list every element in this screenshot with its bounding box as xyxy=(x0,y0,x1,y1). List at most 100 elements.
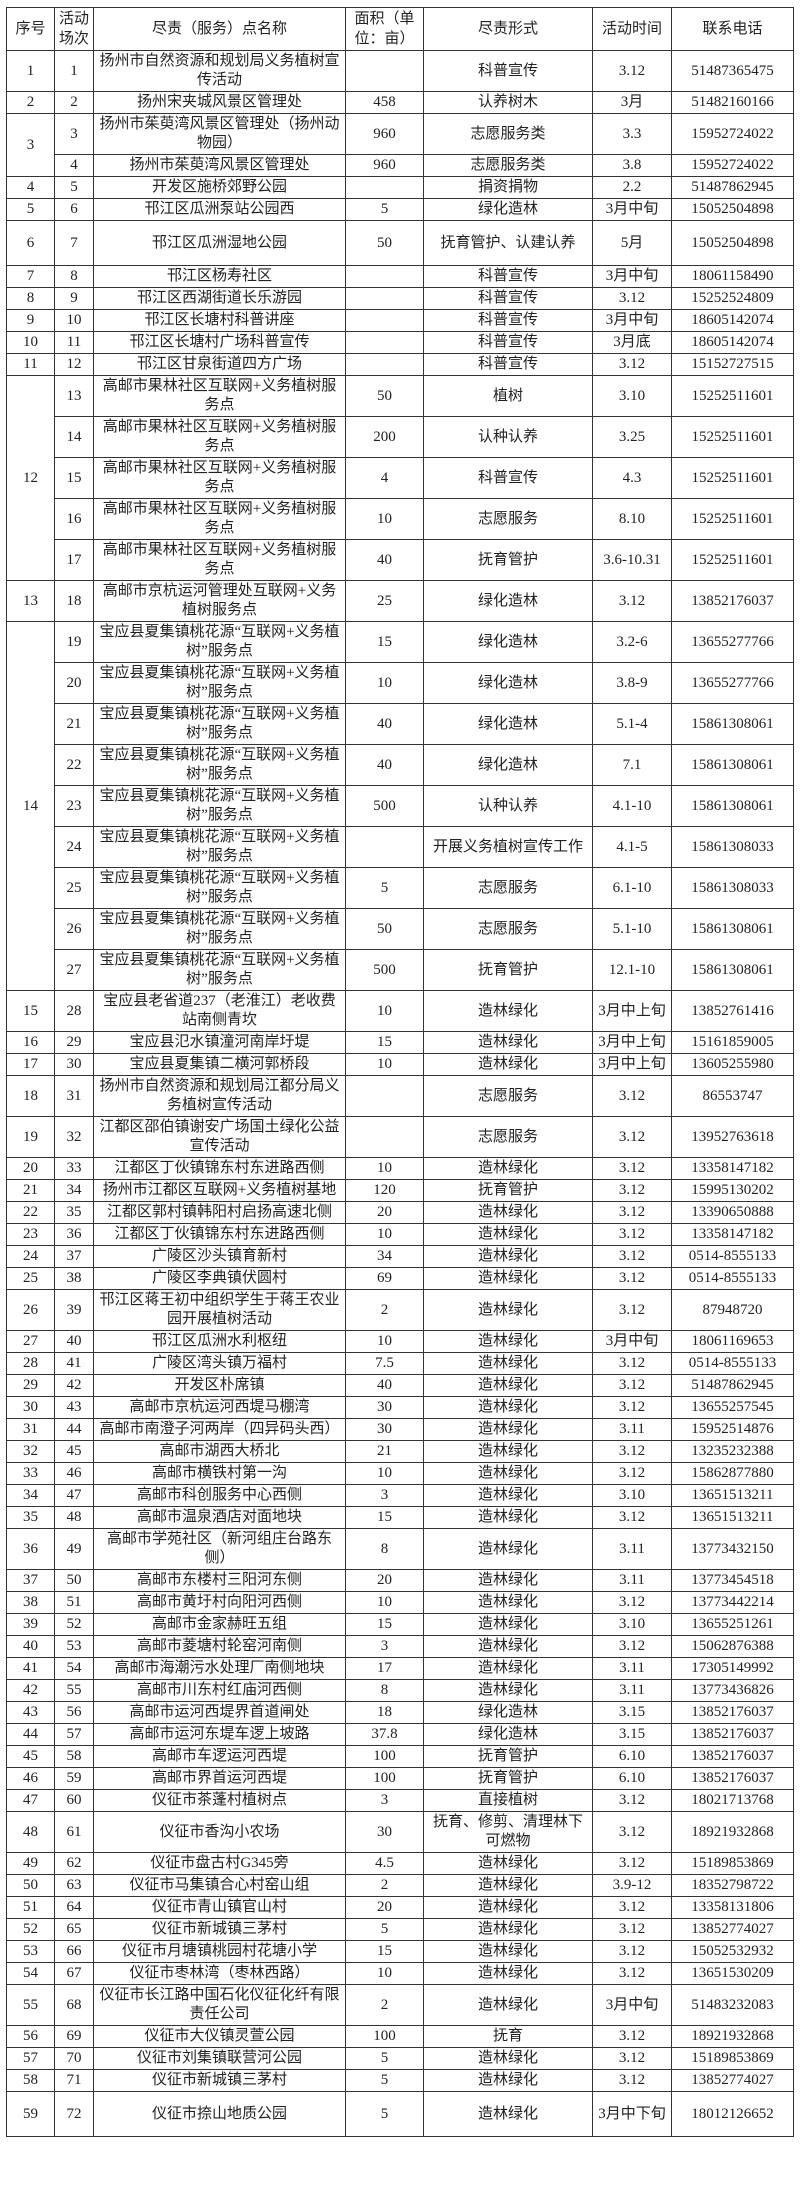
table-row: 49 62 仪征市盘古村G345旁 4.5 造林绿化 3.12 15189853869 xyxy=(6,1852,794,1875)
header-phone: 联系电话 xyxy=(671,7,794,51)
cell-activity-no: 52 xyxy=(54,1613,94,1636)
cell-activity-no: 71 xyxy=(54,2069,94,2092)
cell-area: 5 xyxy=(345,1918,424,1941)
cell-seq: 14 xyxy=(6,621,55,991)
cell-activity-no: 69 xyxy=(54,2025,94,2048)
cell-phone: 18012126652 xyxy=(671,2091,794,2137)
cell-form: 认养树木 xyxy=(423,91,593,114)
cell-phone: 13773436826 xyxy=(671,1679,794,1702)
cell-area: 20 xyxy=(345,1569,424,1592)
table-row: 15 28 宝应县老省道237（老淮江）老收费站南侧青坎 10 造林绿化 3月中上旬 138… xyxy=(6,990,794,1032)
cell-area xyxy=(345,826,424,868)
cell-activity-no: 35 xyxy=(54,1201,94,1224)
table-row: 24 宝应县夏集镇桃花源“互联网+义务植树”服务点 开展义务植树宣传工作 4.1-5 1… xyxy=(7,826,794,868)
cell-phone: 13605255980 xyxy=(671,1053,794,1076)
cell-area: 5 xyxy=(345,2047,424,2070)
cell-site-name: 宝应县氾水镇潼河南岸圩堤 xyxy=(93,1031,346,1054)
cell-phone: 13952763618 xyxy=(671,1116,794,1158)
cell-area: 200 xyxy=(345,416,424,458)
cell-seq: 43 xyxy=(6,1701,55,1724)
table-row: 28 41 广陵区湾头镇万福村 7.5 造林绿化 3.12 0514-8555133 xyxy=(6,1352,794,1375)
cell-phone: 13852176037 xyxy=(671,1723,794,1746)
table-row: 41 54 高邮市海潮污水处理厂南侧地块 17 造林绿化 3.11 17305149992 xyxy=(6,1657,794,1680)
cell-site-name: 高邮市川东村红庙河西侧 xyxy=(93,1679,346,1702)
cell-area xyxy=(345,50,424,92)
cell-activity-no: 44 xyxy=(54,1418,94,1441)
cell-site-name: 宝应县夏集镇桃花源“互联网+义务植树”服务点 xyxy=(93,785,346,827)
header-seq: 序号 xyxy=(6,7,55,51)
cell-time: 3.12 xyxy=(592,1245,672,1268)
table-row: 25 宝应县夏集镇桃花源“互联网+义务植树”服务点 5 志愿服务 6.1-10 15861… xyxy=(7,867,794,909)
cell-seq: 37 xyxy=(6,1569,55,1592)
table-row: 58 71 仪征市新城镇三茅村 5 造林绿化 3.12 13852774027 xyxy=(6,2069,794,2092)
cell-activity-no: 1 xyxy=(54,50,94,92)
cell-time: 5月 xyxy=(592,220,672,266)
cell-activity-no: 34 xyxy=(54,1179,94,1202)
cell-site-name: 宝应县夏集镇桃花源“互联网+义务植树”服务点 xyxy=(93,621,346,663)
cell-activity-no: 58 xyxy=(54,1745,94,1768)
cell-site-name: 高邮市横铁村第一沟 xyxy=(93,1462,346,1485)
cell-site-name: 宝应县老省道237（老淮江）老收费站南侧青坎 xyxy=(93,990,346,1032)
cell-site-name: 高邮市学苑社区（新河组庄台路东侧） xyxy=(93,1528,346,1570)
cell-seq: 47 xyxy=(6,1789,55,1812)
cell-area: 5 xyxy=(345,867,424,909)
cell-seq: 26 xyxy=(6,1289,55,1331)
cell-phone: 13651530209 xyxy=(671,1962,794,1985)
table-row: 8 9 邗江区西湖街道长乐游园 科普宣传 3.12 15252524809 xyxy=(6,287,794,310)
cell-area: 10 xyxy=(345,662,424,704)
cell-activity-no: 36 xyxy=(54,1223,94,1246)
cell-form: 造林绿化 xyxy=(423,1484,593,1507)
table-row: 11 12 邗江区甘泉街道四方广场 科普宣传 3.12 15152727515 xyxy=(6,353,794,376)
cell-site-name: 邗江区甘泉街道四方广场 xyxy=(93,353,346,376)
cell-seq: 15 xyxy=(6,990,55,1032)
table-row: 33 46 高邮市横铁村第一沟 10 造林绿化 3.12 15862877880 xyxy=(6,1462,794,1485)
cell-time: 3.2-6 xyxy=(592,621,672,663)
cell-time: 4.1-10 xyxy=(592,785,672,827)
cell-form: 绿化造林 xyxy=(423,1723,593,1746)
cell-seq: 5 xyxy=(6,198,55,221)
cell-activity-no: 28 xyxy=(54,990,94,1032)
cell-form: 绿化造林 xyxy=(423,198,593,221)
cell-form: 直接植树 xyxy=(423,1789,593,1812)
cell-seq: 45 xyxy=(6,1745,55,1768)
cell-site-name: 仪征市长江路中国石化仪征化纤有限责任公司 xyxy=(93,1984,346,2026)
cell-area: 40 xyxy=(345,539,424,581)
cell-phone: 18061158490 xyxy=(671,265,794,288)
cell-area: 500 xyxy=(345,949,424,991)
cell-activity-no: 56 xyxy=(54,1701,94,1724)
cell-activity-no: 68 xyxy=(54,1984,94,2026)
cell-area: 15 xyxy=(345,1031,424,1054)
cell-site-name: 开发区施桥郊野公园 xyxy=(93,176,346,199)
cell-site-name: 邗江区瓜洲泵站公园西 xyxy=(93,198,346,221)
cell-site-name: 扬州市自然资源和规划局义务植树宣传活动 xyxy=(93,50,346,92)
cell-area xyxy=(345,331,424,354)
cell-form: 造林绿化 xyxy=(423,1918,593,1941)
cell-seq: 57 xyxy=(6,2047,55,2070)
cell-seq: 1 xyxy=(6,50,55,92)
cell-form: 造林绿化 xyxy=(423,1940,593,1963)
cell-area: 34 xyxy=(345,1245,424,1268)
cell-phone: 13852774027 xyxy=(671,2069,794,2092)
cell-activity-no: 20 xyxy=(54,662,94,704)
cell-form: 认种认养 xyxy=(423,416,593,458)
cell-site-name: 邗江区长塘村广场科普宣传 xyxy=(93,331,346,354)
cell-form: 科普宣传 xyxy=(423,265,593,288)
cell-area: 2 xyxy=(345,1289,424,1331)
table-row: 6 7 邗江区瓜洲湿地公园 50 抚育管护、认建认养 5月 15052504898 xyxy=(6,220,794,266)
table-row: 22 宝应县夏集镇桃花源“互联网+义务植树”服务点 40 绿化造林 7.1 1586130… xyxy=(7,744,794,786)
cell-seq: 24 xyxy=(6,1245,55,1268)
cell-activity-no: 2 xyxy=(54,91,94,114)
cell-form: 造林绿化 xyxy=(423,1352,593,1375)
table-row: 20 宝应县夏集镇桃花源“互联网+义务植树”服务点 10 绿化造林 3.8-9 13655… xyxy=(7,662,794,704)
cell-phone: 13773432150 xyxy=(671,1528,794,1570)
cell-time: 6.1-10 xyxy=(592,867,672,909)
cell-phone: 18605142074 xyxy=(671,309,794,332)
cell-time: 3.3 xyxy=(592,113,672,155)
cell-site-name: 仪征市大仪镇灵萱公园 xyxy=(93,2025,346,2048)
cell-form: 造林绿化 xyxy=(423,1418,593,1441)
table-row: 16 29 宝应县氾水镇潼河南岸圩堤 15 造林绿化 3月中上旬 15161859005 xyxy=(6,1031,794,1054)
cell-site-name: 仪征市捺山地质公园 xyxy=(93,2091,346,2137)
cell-form: 造林绿化 xyxy=(423,1591,593,1614)
cell-area: 2 xyxy=(345,1874,424,1897)
cell-site-name: 高邮市运河东堤车逻上坡路 xyxy=(93,1723,346,1746)
